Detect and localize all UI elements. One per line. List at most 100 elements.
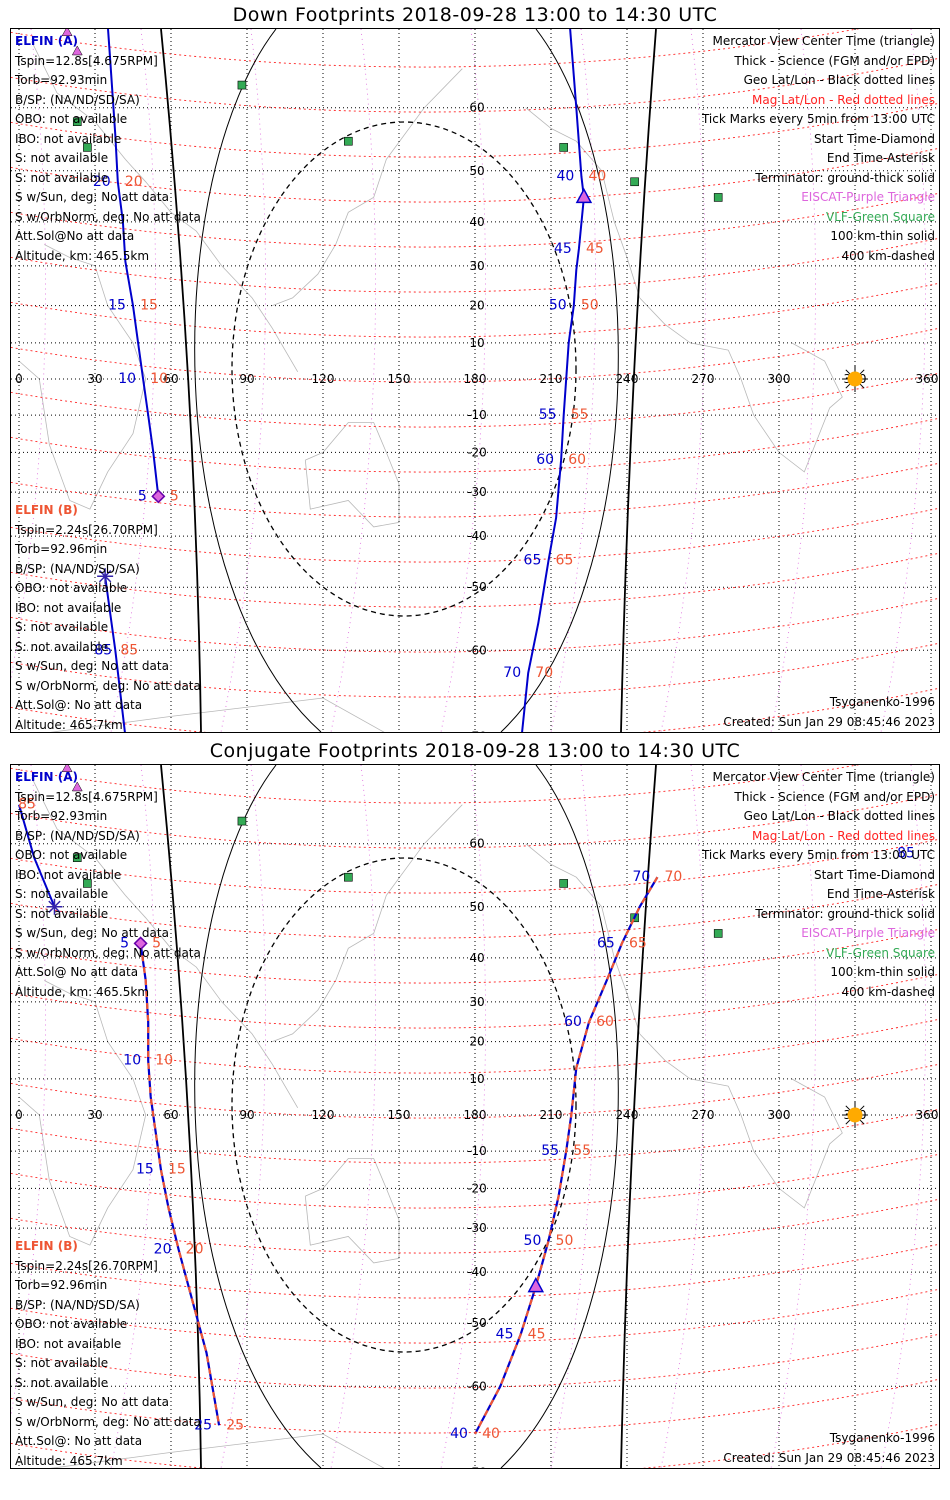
info-line: Tspin=2.24s[26.70RPM]: [15, 522, 158, 537]
vlf-station: [713, 193, 723, 202]
lat-tick-label: 60: [469, 837, 484, 851]
model-label: Tsyganenko-1996: [829, 695, 935, 709]
lon-tick-label: 210: [540, 372, 563, 386]
info-line: OBO: not available: [15, 112, 128, 126]
elfin-b-continuation: [104, 576, 126, 732]
ring-400km: [231, 857, 577, 1353]
lon-tick-label: 360: [916, 372, 939, 386]
info-line: S w/Sun, deg: No att data: [15, 659, 169, 673]
mag-meridian: [880, 29, 926, 732]
info-line: Tspin=12.8s[4.675RPM]: [15, 53, 158, 68]
elfin-b-track-overlay: [474, 876, 659, 1435]
elfin-b-tick-label: 5: [120, 935, 129, 951]
mag-parallel: [11, 372, 939, 428]
lat-tick-label: -10: [467, 1144, 487, 1158]
mag-parallel: [11, 838, 939, 894]
elfin-b-label: ELFIN (B): [15, 1239, 78, 1253]
coastline: [272, 804, 463, 1042]
elfin-a-label: ELFIN (A): [15, 34, 78, 48]
elfin-b-tick-label: 15: [108, 298, 126, 314]
mag-parallel: [11, 765, 860, 804]
elfin-b-info: ELFIN (B) Tspin=2.24s[26.70RPM] Torb=92.…: [15, 1237, 201, 1468]
elfin-b-tick-label: 20: [154, 1241, 172, 1257]
sun-icon: [847, 371, 863, 387]
lon-tick-label: 210: [540, 1108, 563, 1122]
info-line: S w/Sun, deg: No att data: [15, 926, 169, 940]
mag-meridian: [11, 765, 46, 1417]
elfin-b-tick-label: 5: [170, 488, 179, 504]
mag-meridian: [220, 765, 266, 1468]
lon-tick-label: 60: [163, 372, 178, 386]
lon-tick-label: 0: [15, 372, 23, 386]
info-line: IBO: not available: [15, 1336, 122, 1351]
legend-line: VLF-Green Square: [826, 945, 935, 960]
coastline: [525, 107, 729, 351]
info-line: S: not available: [15, 906, 109, 921]
elfin-b-tick-label: 60: [568, 452, 586, 468]
lat-tick-label: -40: [467, 529, 487, 543]
lat-tick-label: -10: [467, 408, 487, 422]
lon-tick-label: 90: [239, 1108, 254, 1122]
lon-tick-label: 60: [163, 1108, 178, 1122]
mag-meridian: [11, 29, 46, 681]
elfin-b-tick-label: 85: [18, 797, 36, 813]
legend-line: Geo Lat/Lon - Black dotted lines: [743, 73, 935, 87]
coastline: [18, 980, 147, 1246]
mag-parallel: [11, 883, 939, 939]
vlf-station: [83, 879, 92, 888]
elfin-a-info: ELFIN (A) Tspin=12.8s[4.675RPM] Torb=92.…: [15, 32, 201, 266]
elfin-b-tick-label: 15: [140, 298, 158, 314]
eiscat-station: [61, 29, 73, 37]
ring-400km: [231, 121, 577, 617]
center-time-triangle: [575, 187, 593, 204]
lat-tick-label: -60: [467, 1379, 487, 1393]
info-line: Altitude, km: 465.5km: [15, 248, 150, 263]
ring-100km-right: [500, 765, 619, 1468]
elfin-b-info: ELFIN (B) Tspin=2.24s[26.70RPM] Torb=92.…: [15, 501, 201, 732]
lat-tick-label: 50: [469, 164, 484, 178]
mag-parallel: [11, 147, 939, 203]
legend-line: Mag Lat/Lon - Red dotted lines: [751, 92, 935, 107]
mag-meridian: [440, 765, 486, 1468]
elfin-a-tick-label: 65: [597, 935, 615, 951]
mag-parallel: [11, 462, 939, 518]
lat-tick-label: -30: [467, 1221, 487, 1235]
elfin-a-tick-label: 50: [549, 298, 567, 314]
vlf-station: [630, 177, 639, 187]
mag-meridian: [220, 29, 266, 732]
elfin-a-tick-label: 70: [503, 665, 521, 681]
info-line: OBO: not available: [15, 581, 128, 595]
coastline: [272, 68, 463, 306]
legend-line: Start Time-Diamond: [813, 867, 935, 882]
mag-meridian: [110, 765, 156, 1468]
info-line: S: not available: [15, 1375, 109, 1390]
elfin-b-tick-label: 20: [93, 174, 111, 190]
info-line: S: not available: [15, 151, 109, 165]
info-line: IBO: not available: [15, 600, 122, 615]
info-line: B/SP: (NA/ND/SD/SA): [15, 1297, 140, 1312]
center-time-triangle: [527, 1276, 545, 1293]
terminator-left: [160, 765, 202, 1468]
elfin-b-tick-label: 45: [586, 241, 604, 257]
mag-meridian: [660, 29, 706, 732]
info-line: S w/OrbNorm, deg: No att data: [15, 1414, 201, 1429]
info-line: Att.Sol@: No att data: [15, 698, 143, 712]
elfin-b-track-overlay: [139, 943, 221, 1426]
info-line: Att.Sol@ No att data: [15, 965, 139, 979]
lat-tick-label: 50: [469, 900, 484, 914]
lon-tick-label: 360: [916, 1108, 939, 1122]
elfin-a-tick-label: 45: [554, 241, 572, 257]
lon-tick-label: 30: [87, 1108, 102, 1122]
mag-parallel: [11, 642, 939, 698]
lat-tick-label: -20: [467, 445, 487, 459]
terminator-right: [620, 29, 657, 732]
mag-parallel: [11, 29, 860, 68]
mag-parallel: [11, 1063, 939, 1119]
lon-tick-label: 240: [616, 372, 639, 386]
mag-meridian: [660, 765, 706, 1468]
elfin-b-tick-label: 50: [556, 1233, 574, 1249]
mag-parallel: [11, 1243, 939, 1299]
mag-parallel: [11, 973, 939, 1029]
start-diamond: [133, 936, 148, 951]
legend-line: Terminator: ground-thick solid: [755, 906, 935, 921]
